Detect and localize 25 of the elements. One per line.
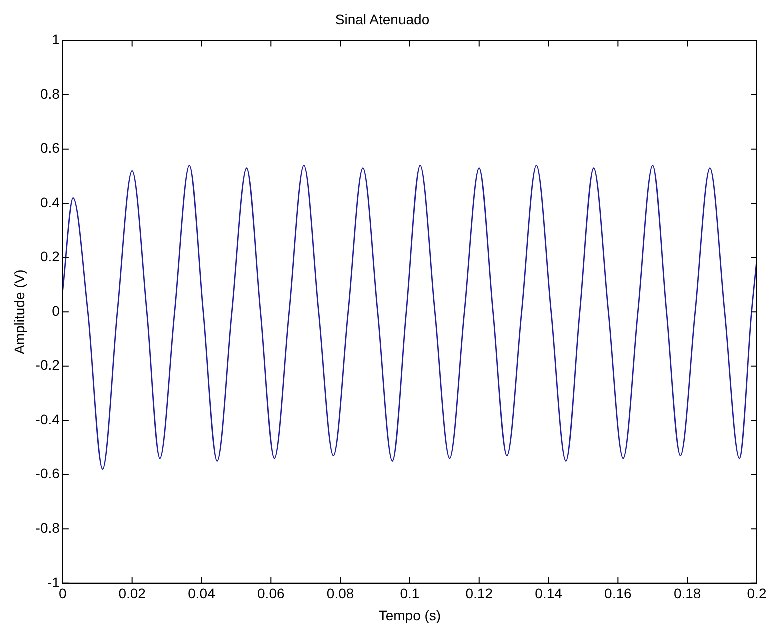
- chart-title: Sinal Atenuado: [335, 11, 430, 28]
- x-tick-label: 0.1: [400, 586, 420, 602]
- y-tick-label: -0.8: [36, 520, 60, 536]
- y-tick-label: -0.6: [36, 466, 60, 482]
- x-axis-title: Tempo (s): [378, 607, 442, 624]
- x-tick-label: 0.02: [118, 586, 146, 602]
- y-tick-label: 0: [52, 302, 60, 319]
- x-tick-label: 0.08: [326, 586, 354, 602]
- y-tick-label: 0.8: [40, 86, 60, 102]
- x-tick-label: 0.04: [188, 586, 216, 602]
- x-tick-label: 0.06: [258, 586, 285, 602]
- x-tick-label: 0.18: [674, 586, 702, 602]
- y-tick-label: -0.4: [36, 411, 60, 428]
- x-tick-label: 0.16: [604, 586, 632, 602]
- y-tick-label: -1: [47, 574, 60, 590]
- y-tick-label: 0.4: [40, 194, 60, 210]
- y-axis-title: Amplitude (V): [11, 270, 28, 355]
- x-tick-label: 0.12: [466, 586, 494, 602]
- y-tick-label: 0.2: [40, 248, 60, 265]
- y-tick-label: 0.6: [40, 140, 60, 156]
- y-tick-label: -0.2: [36, 357, 60, 374]
- x-tick-label: 0.2: [747, 586, 767, 602]
- x-tick-label: 0.14: [535, 586, 563, 602]
- y-tick-label: 1: [52, 32, 60, 48]
- line-series: [62, 164, 757, 470]
